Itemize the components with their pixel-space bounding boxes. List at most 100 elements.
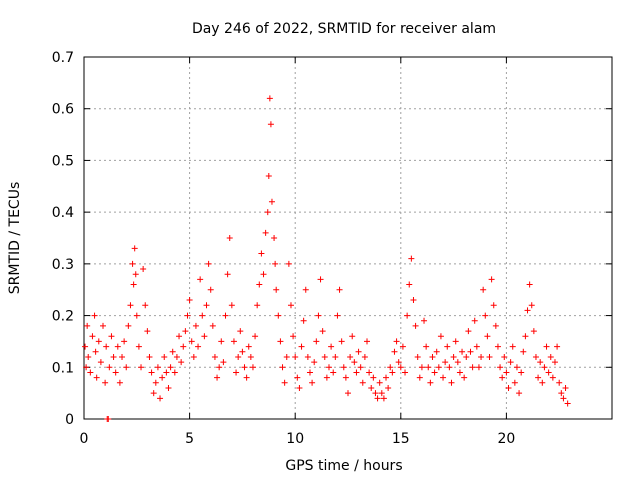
data-point [201, 333, 208, 340]
data-point [497, 364, 504, 371]
data-point [359, 379, 366, 386]
data-point [465, 328, 472, 335]
data-point [180, 343, 187, 350]
data-point [524, 307, 531, 314]
plot-frame [83, 56, 613, 420]
data-point [140, 266, 147, 273]
data-point [230, 338, 237, 345]
data-point [119, 353, 126, 360]
data-point [549, 374, 556, 381]
data-point [144, 328, 151, 335]
data-point [503, 369, 510, 376]
data-point [357, 364, 364, 371]
data-point [290, 333, 297, 340]
data-point [129, 260, 136, 267]
data-point [216, 364, 223, 371]
data-point [169, 348, 176, 355]
data-point [195, 343, 202, 350]
data-point [342, 374, 349, 381]
data-point [188, 338, 195, 345]
data-point [203, 302, 210, 309]
data-point [471, 317, 478, 324]
data-point [161, 353, 168, 360]
data-point [530, 328, 537, 335]
data-point [535, 374, 542, 381]
data-point [418, 364, 425, 371]
data-point [351, 359, 358, 366]
data-point [490, 302, 497, 309]
data-point [273, 286, 280, 293]
data-point [355, 348, 362, 355]
data-point [190, 353, 197, 360]
data-point [279, 364, 286, 371]
data-point [264, 209, 271, 216]
data-point [364, 338, 371, 345]
data-point [228, 302, 235, 309]
data-point [262, 229, 269, 236]
data-point [123, 364, 130, 371]
data-point [526, 281, 533, 288]
data-point [475, 364, 482, 371]
data-point [431, 369, 438, 376]
data-point [412, 322, 419, 329]
data-point [108, 333, 115, 340]
data-point [83, 364, 90, 371]
data-point [300, 317, 307, 324]
data-point [103, 343, 110, 350]
data-point [334, 312, 341, 319]
data-point [173, 353, 180, 360]
data-point [323, 374, 330, 381]
data-point [480, 286, 487, 293]
data-point [309, 379, 316, 386]
data-point [558, 390, 565, 397]
data-point [482, 312, 489, 319]
data-point [404, 312, 411, 319]
data-point [332, 353, 339, 360]
data-point [121, 338, 128, 345]
data-point [338, 338, 345, 345]
data-point [224, 271, 231, 278]
data-point [243, 374, 250, 381]
data-point [478, 353, 485, 360]
data-point [302, 286, 309, 293]
data-point [296, 384, 303, 391]
data-point [89, 333, 96, 340]
data-point [214, 374, 221, 381]
data-point [178, 359, 185, 366]
data-point [516, 390, 523, 397]
data-point [435, 364, 442, 371]
y-tick-label: 0.6 [52, 102, 74, 118]
data-point [92, 348, 99, 355]
data-point [492, 322, 499, 329]
data-point [222, 312, 229, 319]
data-point [448, 379, 455, 386]
data-point [239, 348, 246, 355]
data-point [513, 364, 520, 371]
x-tick-label: 20 [497, 431, 515, 447]
data-point [165, 384, 172, 391]
data-point [197, 276, 204, 283]
data-point [427, 379, 434, 386]
data-points [82, 95, 571, 422]
data-point [271, 235, 278, 241]
data-point [209, 322, 216, 329]
data-point [361, 353, 368, 360]
data-point [486, 353, 493, 360]
data-point [467, 348, 474, 355]
data-point [560, 395, 567, 402]
data-point [85, 353, 92, 360]
data-point [505, 384, 512, 391]
data-point [91, 312, 98, 319]
data-point [469, 364, 476, 371]
data-point [380, 395, 387, 402]
data-point [452, 338, 459, 345]
data-point [425, 364, 432, 371]
data-point [414, 353, 421, 360]
data-point [207, 286, 214, 293]
data-point [387, 364, 394, 371]
data-point [167, 364, 174, 371]
data-point [205, 260, 212, 267]
data-point [520, 348, 527, 355]
data-point [509, 343, 516, 350]
